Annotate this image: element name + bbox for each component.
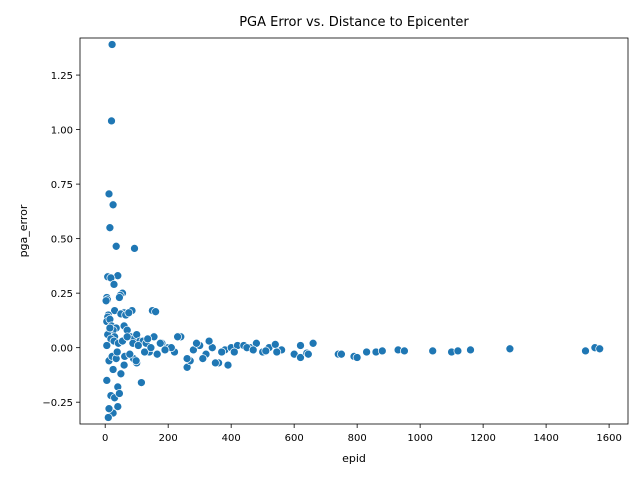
data-point [102,341,112,350]
data-point [107,40,117,49]
y-tick-label: 0.00 [51,344,73,355]
data-point [103,413,113,422]
data-point [229,347,239,357]
x-tick-label: 0 [102,433,108,444]
data-point [140,347,149,357]
data-point [125,349,135,359]
data-point [303,349,313,359]
data-point [453,346,463,356]
data-point [105,323,115,333]
data-point [377,346,387,356]
data-point [115,389,124,398]
y-tick-label: 0.25 [51,289,73,300]
x-tick-label: 400 [222,433,241,444]
data-point [595,344,605,354]
data-point [272,347,282,357]
data-point [124,308,134,318]
chart-title: PGA Error vs. Distance to Epicenter [239,15,469,30]
data-point [308,338,318,348]
data-point [152,349,162,359]
data-point [261,346,271,356]
data-point [270,340,280,349]
plot-frame [79,37,629,425]
data-point [112,347,122,357]
y-tick-label: 1.00 [51,126,73,137]
data-point [143,334,153,344]
data-point [122,332,132,342]
data-point [133,341,143,350]
data-point [352,353,362,362]
data-point [192,338,201,348]
data-point [107,116,116,126]
y-tick-label: 1.25 [51,71,73,82]
data-point [160,345,170,355]
x-tick-label: 1000 [407,433,432,444]
data-point [137,378,146,387]
data-point [115,293,124,302]
x-tick-label: 800 [348,433,367,444]
data-point [101,296,111,306]
y-tick-label: 0.50 [51,235,73,246]
data-point [104,404,114,414]
y-tick-label: −0.25 [42,398,73,409]
data-point [400,346,409,356]
data-point [428,346,438,356]
data-point [116,369,126,379]
data-point [182,354,192,363]
data-point [223,360,233,370]
x-axis: 0 200 400 600 800 1000 1200 1400 1600 [102,424,622,444]
data-point [248,345,258,355]
x-tick-label: 600 [285,433,304,444]
data-point [130,244,139,253]
data-point [581,346,590,356]
x-tick-label: 1400 [533,433,558,444]
data-point [146,343,156,353]
data-point [466,345,475,355]
data-point [198,354,208,363]
x-tick-label: 1600 [596,433,621,444]
x-tick-label: 200 [159,433,178,444]
x-axis-label: epid [342,452,366,465]
data-point [337,349,346,359]
data-point [119,360,129,370]
y-axis: −0.25 0.00 0.25 0.50 0.75 1.00 1.25 [42,71,80,409]
data-point [131,356,141,366]
data-point [296,353,305,362]
data-point [505,344,515,354]
data-point [104,189,114,199]
data-point [109,280,119,289]
data-point [108,200,118,210]
y-axis-label: pga_error [17,204,30,257]
data-point [111,241,121,251]
data-point [151,307,160,317]
data-point [362,347,371,357]
data-point [108,365,118,374]
data-point [211,358,220,368]
y-tick-label: 0.75 [51,180,73,191]
data-point [105,223,115,233]
data-points [101,40,605,422]
data-point [102,376,112,385]
data-point [296,341,305,350]
data-point [155,338,165,348]
data-point [113,402,123,411]
data-point [173,332,182,342]
x-tick-label: 1200 [470,433,495,444]
data-point [204,336,214,346]
data-point [217,347,227,357]
